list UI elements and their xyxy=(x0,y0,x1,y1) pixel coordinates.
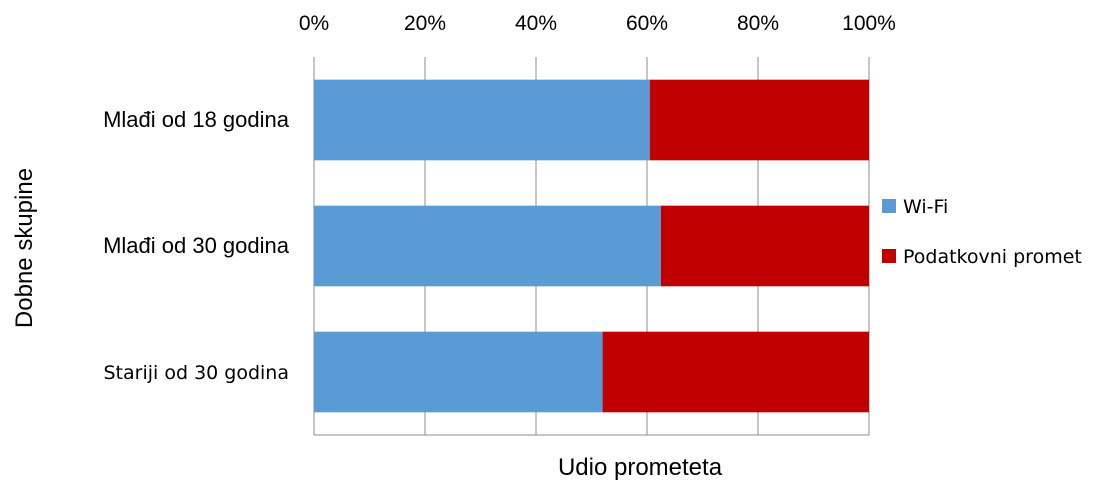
legend: Wi-Fi Podatkovni promet xyxy=(882,196,1082,268)
bars xyxy=(314,79,869,413)
bar-wifi-0 xyxy=(314,79,650,161)
x-tick-labels: 0% 20% 40% 60% 80% 100% xyxy=(299,12,896,35)
x-tick-label: 40% xyxy=(515,12,557,35)
bar-data-2 xyxy=(602,331,869,413)
x-tick-label: 0% xyxy=(299,12,329,35)
x-tick-label: 100% xyxy=(842,12,896,35)
legend-swatch xyxy=(882,249,896,263)
bar-data-1 xyxy=(660,205,869,287)
bar-data-0 xyxy=(649,79,869,161)
x-axis-title: Udio prometeta xyxy=(558,454,723,481)
category-labels: Mlađi od 18 godina Mlađi od 30 godina Star… xyxy=(103,107,290,384)
legend-swatch xyxy=(882,199,896,213)
x-tick-label: 60% xyxy=(626,12,668,35)
legend-label: Wi-Fi xyxy=(903,196,948,218)
bar-wifi-2 xyxy=(314,331,603,413)
legend-label: Podatkovni promet xyxy=(903,246,1082,268)
category-label: Stariji od 30 godina xyxy=(104,362,290,384)
x-tick-label: 80% xyxy=(737,12,779,35)
category-label: Mlađi od 18 godina xyxy=(103,107,290,132)
x-tick-label: 20% xyxy=(404,12,446,35)
bar-wifi-1 xyxy=(314,205,661,287)
y-axis-title: Dobne skupine xyxy=(11,168,38,328)
category-label: Mlađi od 30 godina xyxy=(103,233,290,258)
